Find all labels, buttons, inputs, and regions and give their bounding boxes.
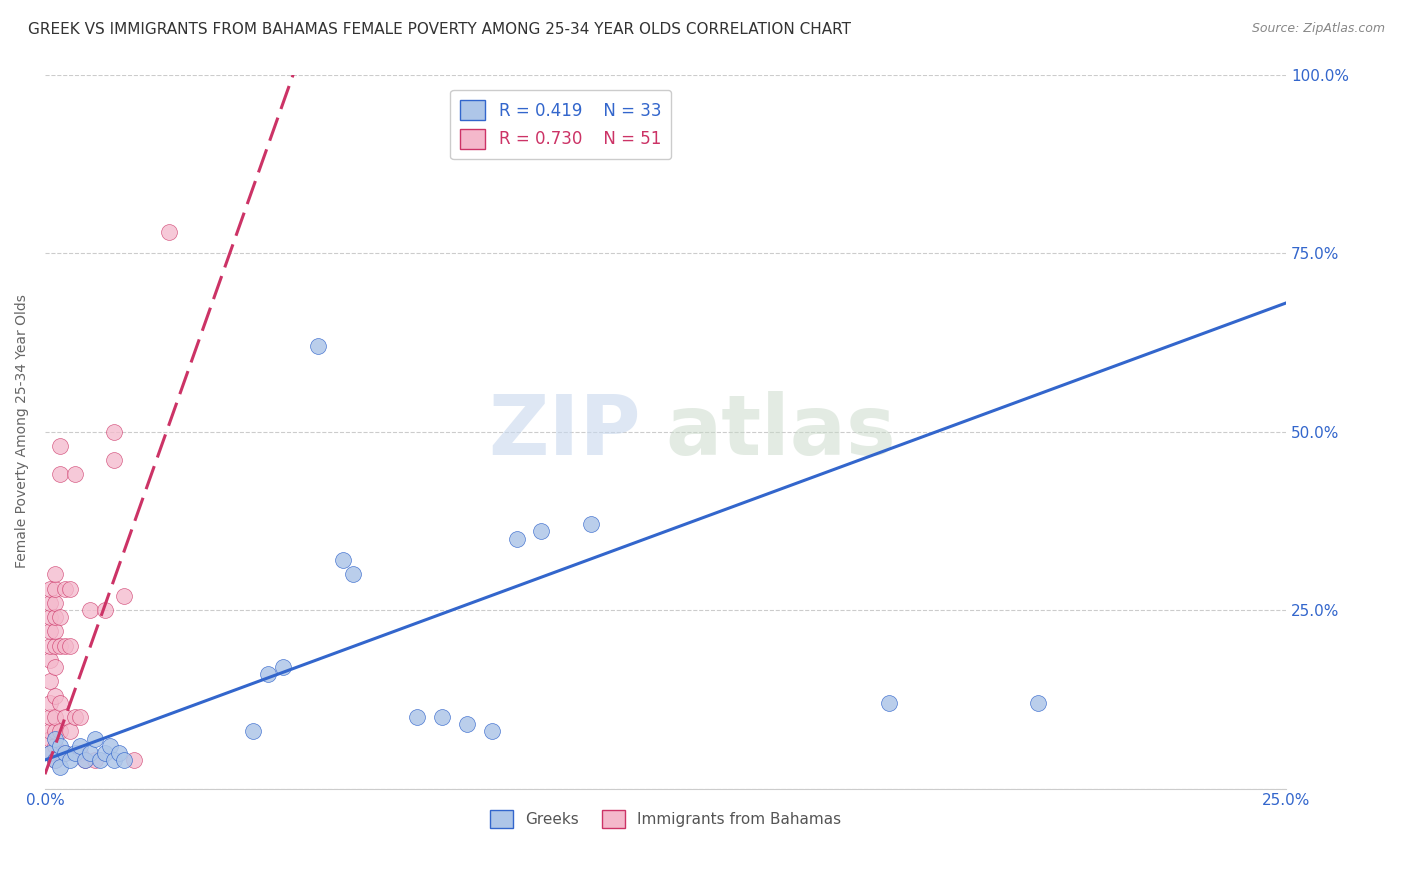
Point (49, 696, 72, 710)
Point (530, 524, 553, 539)
Point (53, 639, 76, 653)
Point (39, 746, 62, 760)
Point (39, 582, 62, 596)
Point (44, 567, 66, 582)
Point (89, 753, 111, 767)
Point (456, 717, 478, 731)
Point (39, 674, 62, 689)
Point (481, 724, 503, 739)
Point (79, 603, 101, 617)
Point (69, 739, 91, 753)
Point (44, 624, 66, 639)
Point (39, 696, 62, 710)
Point (63, 467, 86, 482)
Point (59, 582, 82, 596)
Text: Source: ZipAtlas.com: Source: ZipAtlas.com (1251, 22, 1385, 36)
Point (103, 425, 125, 439)
Point (49, 760, 72, 774)
Point (49, 467, 72, 482)
Point (59, 753, 82, 767)
Point (73, 753, 96, 767)
Point (39, 596, 62, 610)
Point (49, 610, 72, 624)
Point (877, 696, 900, 710)
Point (44, 639, 66, 653)
Point (59, 639, 82, 653)
Point (44, 739, 66, 753)
Point (44, 724, 66, 739)
Point (39, 639, 62, 653)
Point (44, 753, 66, 767)
Point (53, 582, 76, 596)
Point (579, 517, 602, 532)
Point (79, 746, 101, 760)
Point (39, 731, 62, 746)
Point (257, 667, 280, 681)
Point (1026, 696, 1049, 710)
Point (53, 746, 76, 760)
Point (44, 582, 66, 596)
Point (39, 710, 62, 724)
Point (69, 746, 91, 760)
Point (342, 567, 364, 582)
Point (63, 710, 86, 724)
Point (103, 753, 125, 767)
Point (112, 589, 135, 603)
Point (69, 710, 91, 724)
Point (44, 753, 66, 767)
Point (124, 753, 146, 767)
Point (332, 553, 354, 567)
Point (112, 753, 135, 767)
Point (49, 746, 72, 760)
Point (157, 225, 180, 239)
Point (59, 724, 82, 739)
Point (242, 724, 264, 739)
Point (307, 339, 329, 353)
Point (49, 739, 72, 753)
Point (53, 746, 76, 760)
Point (430, 710, 453, 724)
Point (39, 746, 62, 760)
Point (108, 746, 131, 760)
Y-axis label: Female Poverty Among 25-34 Year Olds: Female Poverty Among 25-34 Year Olds (15, 294, 30, 568)
Point (103, 453, 125, 467)
Point (63, 746, 86, 760)
Text: ZIP: ZIP (488, 391, 641, 472)
Point (93, 603, 115, 617)
Point (53, 710, 76, 724)
Point (83, 731, 105, 746)
Point (44, 660, 66, 674)
Text: GREEK VS IMMIGRANTS FROM BAHAMAS FEMALE POVERTY AMONG 25-34 YEAR OLDS CORRELATIO: GREEK VS IMMIGRANTS FROM BAHAMAS FEMALE … (28, 22, 851, 37)
Point (49, 724, 72, 739)
Point (83, 753, 105, 767)
Point (49, 439, 72, 453)
Point (44, 731, 66, 746)
Point (44, 710, 66, 724)
Text: atlas: atlas (665, 391, 896, 472)
Point (39, 610, 62, 624)
Point (271, 660, 294, 674)
Legend: Greeks, Immigrants from Bahamas: Greeks, Immigrants from Bahamas (484, 804, 846, 834)
Point (44, 610, 66, 624)
Point (44, 596, 66, 610)
Point (39, 724, 62, 739)
Point (406, 710, 429, 724)
Point (39, 624, 62, 639)
Point (93, 746, 115, 760)
Point (44, 689, 66, 703)
Point (73, 753, 96, 767)
Point (505, 532, 527, 546)
Point (49, 639, 72, 653)
Point (39, 653, 62, 667)
Point (98, 739, 121, 753)
